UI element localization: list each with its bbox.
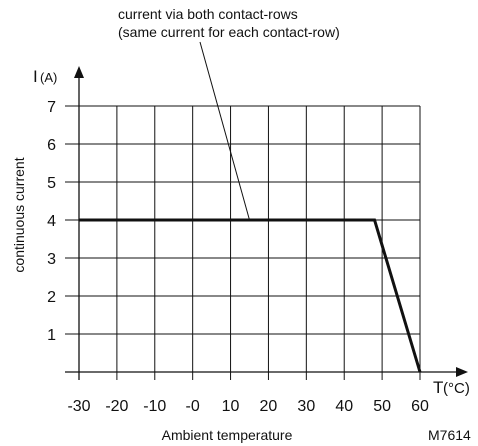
y-tick-label: 4 xyxy=(47,213,56,230)
annotation-line-2: (same current for each contact-row) xyxy=(118,24,340,40)
y-tick-label: 2 xyxy=(47,289,56,306)
y-axis-label: continuous current xyxy=(11,157,27,272)
x-tick-label: 60 xyxy=(411,398,429,415)
x-tick-label: 10 xyxy=(222,398,240,415)
tick-labels: 1 2 3 4 5 6 7 -30 -20 -10 -0 10 20 30 40 50 60 xyxy=(47,99,429,415)
y-tick-label: 3 xyxy=(47,251,56,268)
y-axis-name: I xyxy=(33,67,38,86)
x-tick-label: -20 xyxy=(105,398,128,415)
y-tick-label: 7 xyxy=(47,99,56,116)
x-tick-label: -10 xyxy=(143,398,166,415)
x-tick-label: 20 xyxy=(260,398,278,415)
x-axis-name: T xyxy=(433,378,443,397)
grid xyxy=(79,105,421,372)
x-tick-label: 50 xyxy=(373,398,391,415)
x-tick-label: 40 xyxy=(335,398,353,415)
y-axis-arrow xyxy=(74,66,84,78)
annotation-leader xyxy=(199,41,250,221)
x-tick-label: 30 xyxy=(297,398,315,415)
x-tick-label: -30 xyxy=(67,398,90,415)
x-axis-label: Ambient temperature xyxy=(162,427,293,443)
y-tick-label: 5 xyxy=(47,175,56,192)
annotation-line-1: current via both contact-rows xyxy=(118,6,298,22)
axes xyxy=(65,66,468,380)
x-axis-arrow xyxy=(456,367,468,377)
y-axis-unit: (A) xyxy=(40,70,57,85)
series-layer xyxy=(78,218,422,373)
y-tick-label: 6 xyxy=(47,137,56,154)
annotation-layer xyxy=(199,41,250,221)
figure-code: M7614 xyxy=(428,427,471,443)
y-tick-label: 1 xyxy=(47,327,56,344)
x-tick-label: -0 xyxy=(186,398,200,415)
x-axis-unit: (°C) xyxy=(443,380,470,397)
